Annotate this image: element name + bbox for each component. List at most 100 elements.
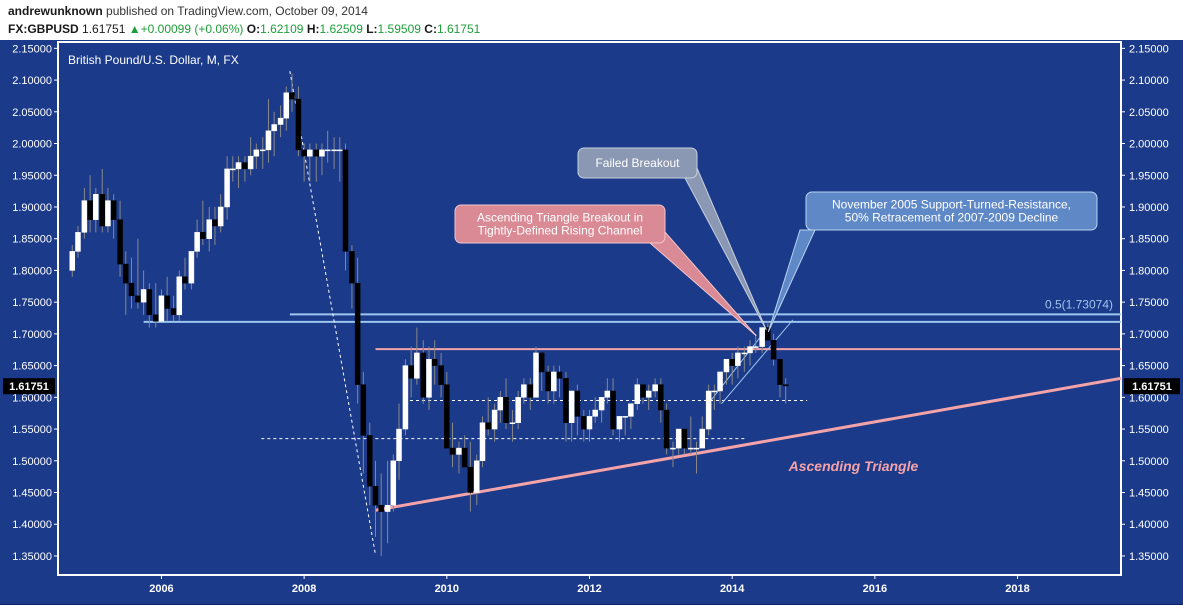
candle-body: [426, 359, 432, 398]
triangle-breakout-callout-box: [454, 204, 666, 244]
candle: [770, 333, 777, 366]
y-tick-label-right: 1.70000: [1129, 329, 1169, 341]
candle-body: [461, 447, 468, 468]
candle: [87, 175, 93, 233]
candle: [200, 200, 206, 246]
candle-body: [705, 390, 712, 430]
candle: [461, 435, 468, 468]
candle-body: [438, 365, 444, 385]
candle-body: [135, 295, 141, 303]
candle-body: [675, 428, 682, 449]
candle-body: [402, 365, 409, 430]
candle: [313, 143, 320, 182]
y-tick-label-right: 2.00000: [1129, 139, 1169, 151]
x-tick-label: 2006: [149, 583, 173, 595]
candle-body: [414, 352, 420, 379]
candle-body: [247, 155, 254, 170]
candle: [402, 359, 409, 436]
candle: [81, 187, 88, 239]
candle-body: [212, 219, 218, 227]
last-price-tag-left: [3, 378, 55, 395]
triangle-breakout-callout-text: Ascending Triangle Breakout in Tightly-De…: [477, 211, 643, 238]
candle: [586, 410, 593, 442]
resistance-callout-pointer: [767, 229, 816, 333]
candle: [747, 340, 753, 366]
up-arrow-icon: ▲: [128, 22, 141, 36]
candle-body: [533, 352, 539, 398]
y-tick-label-right: 1.65000: [1129, 361, 1169, 373]
trend-line: [289, 71, 376, 555]
x-tick-label: 2016: [863, 583, 887, 595]
last-price-tag-right: [1124, 378, 1180, 395]
candle-body: [741, 352, 748, 355]
candle: [289, 73, 295, 112]
candle-body: [93, 194, 99, 220]
candle-body: [265, 130, 272, 151]
price-chart[interactable]: 1.35000 1.35000 1.40000 1.40000 1.45000 1.450…: [0, 40, 1183, 605]
candle-body: [324, 149, 331, 152]
x-tick-label: 2014: [720, 583, 745, 595]
y-tick-label-left: 2.10000: [12, 75, 52, 87]
candle-body: [146, 289, 153, 316]
close-value: 1.61751: [436, 22, 481, 36]
candle-body: [384, 504, 391, 512]
candle-body: [752, 346, 759, 348]
candle-body: [342, 149, 349, 252]
candle: [444, 371, 450, 449]
y-tick-label-right: 2.05000: [1129, 107, 1169, 119]
candle: [693, 441, 700, 474]
publish-info: andrewunknown published on TradingView.c…: [8, 4, 368, 18]
y-tick-label-left: 1.80000: [12, 265, 52, 277]
candle-body: [456, 447, 462, 455]
x-tick-label: 2012: [577, 583, 601, 595]
candle-body: [123, 263, 129, 284]
candle-body: [408, 365, 414, 379]
last-price-label-right: 1.61751: [1132, 381, 1172, 393]
y-tick-label-right: 1.40000: [1129, 519, 1169, 531]
candle-body: [586, 416, 593, 430]
candle: [431, 340, 438, 385]
candle-body: [217, 206, 224, 227]
low-value: 1.59509: [377, 22, 421, 36]
candle: [533, 346, 539, 398]
candle: [449, 422, 456, 468]
candle-body: [604, 390, 611, 398]
candle: [117, 200, 123, 277]
price-change: +0.00099 (+0.06%): [140, 22, 244, 36]
candle-body: [693, 447, 700, 450]
candle-body: [491, 409, 498, 430]
candle: [324, 130, 331, 163]
candle: [110, 194, 117, 239]
candle: [717, 371, 723, 404]
candle: [354, 257, 361, 404]
candle-body: [474, 460, 480, 493]
last-price: 1.61751: [82, 22, 126, 36]
author-name[interactable]: andrewunknown: [8, 4, 103, 18]
candle: [705, 384, 712, 436]
y-tick-label-right: 1.35000: [1129, 551, 1169, 563]
candle: [396, 403, 402, 480]
candle-body: [509, 422, 516, 424]
candle: [206, 206, 212, 252]
candle: [699, 416, 705, 449]
candle: [663, 403, 670, 455]
candle-body: [616, 416, 623, 430]
candle: [467, 441, 474, 512]
y-tick-label-right: 1.80000: [1129, 265, 1169, 277]
candle-body: [581, 416, 587, 430]
candle: [622, 416, 628, 436]
candle-body: [551, 371, 557, 392]
resistance-callout-text: November 2005 Support-Turned-Resistance,…: [832, 198, 1071, 225]
candle-body: [117, 219, 123, 265]
candle: [135, 238, 141, 309]
candle-body: [170, 308, 177, 316]
candle: [556, 365, 563, 398]
trend-line: [721, 319, 794, 405]
candle: [349, 245, 355, 309]
candle-body: [688, 447, 694, 450]
candle-body: [230, 168, 236, 171]
candle: [93, 187, 99, 233]
candle-body: [75, 232, 81, 252]
candle: [212, 206, 218, 246]
y-tick-label-left: 1.65000: [12, 361, 52, 373]
